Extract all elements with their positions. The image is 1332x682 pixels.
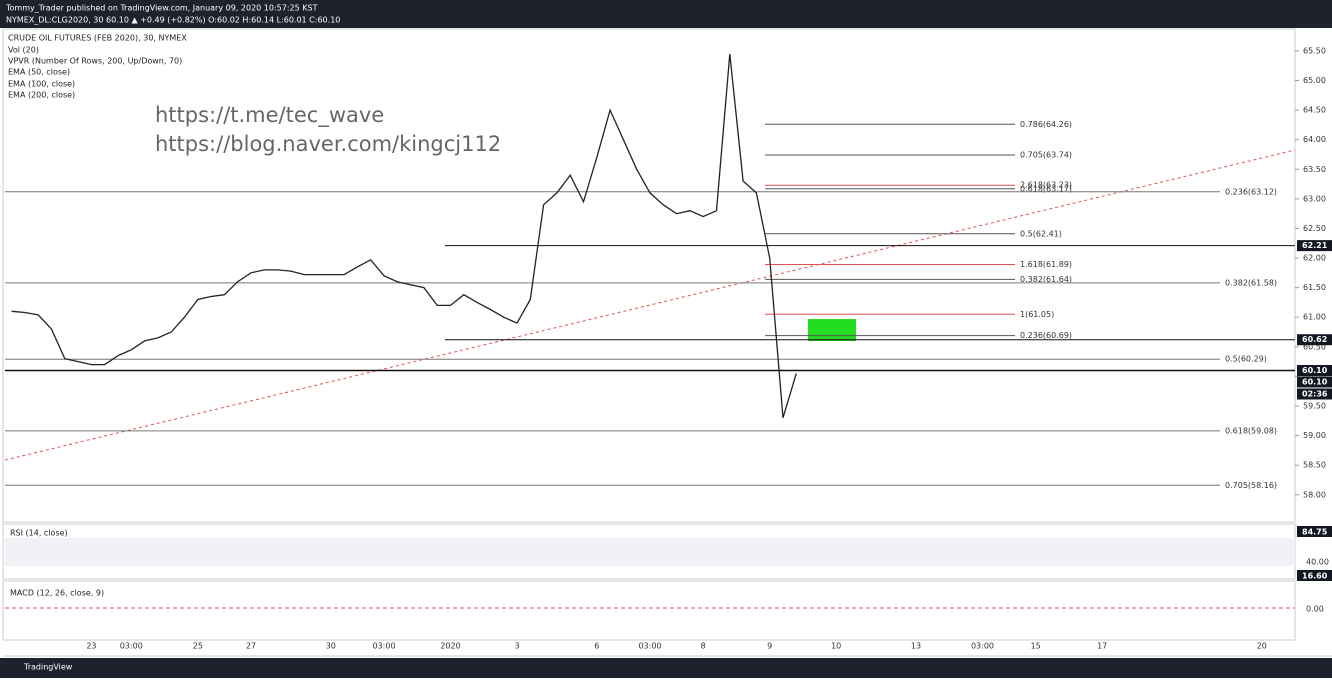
- pane-borders: [2, 28, 1332, 657]
- fib-label: 0.5(62.41): [1020, 229, 1062, 238]
- rsi-badge: [1297, 570, 1332, 581]
- y-tick-label: 64.50: [1303, 106, 1326, 115]
- x-tick-label: 23: [86, 642, 96, 651]
- x-tick-label: 20: [1257, 642, 1267, 651]
- legend-item: Vol (20): [8, 46, 39, 55]
- y-tick-label: 63.50: [1303, 165, 1326, 174]
- price-badge: [1297, 364, 1332, 376]
- x-tick-label: 3: [514, 642, 519, 651]
- y-tick-label: 61.50: [1303, 283, 1326, 292]
- fib-label: 2.618(63.23): [1020, 181, 1072, 190]
- rsi-band: [5, 538, 1295, 566]
- fib-label: 0.786(64.26): [1020, 120, 1072, 129]
- fib-label: 0.236(60.69): [1020, 331, 1072, 340]
- fib-label: 0.705(58.16): [1225, 481, 1277, 490]
- rsi-badge: [1297, 526, 1332, 537]
- x-tick-label: 10: [831, 642, 841, 651]
- legend-item: VPVR (Number Of Rows, 200, Up/Down, 70): [8, 57, 182, 66]
- x-tick-label: 25: [193, 642, 203, 651]
- x-tick-label: 6: [594, 642, 599, 651]
- y-tick-label: 58.00: [1303, 490, 1326, 499]
- legend-item: EMA (200, close): [8, 91, 75, 100]
- fib-label: 0.382(61.64): [1020, 275, 1072, 284]
- x-tick-label: 03:00: [120, 642, 143, 651]
- footer-bar: [0, 658, 1332, 678]
- publisher: Tommy_Trader published on TradingView.co…: [5, 4, 318, 13]
- x-tick-label: 13: [911, 642, 921, 651]
- last-price-label: 60.10: [1302, 377, 1328, 386]
- fib-label: 0.236(63.12): [1225, 187, 1277, 196]
- rsi-tick: 84.75: [1302, 528, 1328, 537]
- price-badge-label: 60.62: [1302, 335, 1327, 344]
- price-badge-label: 60.10: [1302, 366, 1328, 375]
- fib-label: 0.618(63.17): [1020, 184, 1072, 193]
- y-tick-label: 61.00: [1303, 313, 1326, 322]
- x-tick-label: 30: [326, 642, 336, 651]
- y-tick-label: 62.00: [1303, 254, 1326, 263]
- watermark: https://blog.naver.com/kingcj112: [155, 132, 501, 156]
- rsi-title: RSI (14, close): [10, 529, 68, 538]
- price-badge: [1297, 334, 1332, 346]
- y-tick-label: 59.00: [1303, 431, 1326, 440]
- legend-item: EMA (100, close): [8, 80, 75, 89]
- rsi-tick: 16.60: [1302, 572, 1328, 581]
- y-tick-label: 58.50: [1303, 461, 1326, 470]
- watermark: https://t.me/tec_wave: [155, 103, 384, 128]
- fib-label: 1(61.05): [1020, 310, 1054, 319]
- fib-label: 0.618(59.08): [1225, 426, 1277, 435]
- x-tick-label: 8: [701, 642, 706, 651]
- y-tick-label: 65.50: [1303, 46, 1326, 55]
- x-tick-label: 03:00: [638, 642, 661, 651]
- x-tick-label: 2020: [440, 642, 460, 651]
- y-tick-label: 64.00: [1303, 135, 1326, 144]
- macd-tick: 0.00: [1306, 605, 1324, 614]
- target-zone: [808, 319, 856, 341]
- rsi-tick: 40.00: [1306, 558, 1329, 567]
- symbol-line: NYMEX_DL:CLG2020, 30 60.10 ▲ +0.49 (+0.8…: [6, 16, 340, 25]
- fib-label: 0.5(60.29): [1225, 355, 1267, 364]
- x-tick-label: 03:00: [971, 642, 994, 651]
- x-tick-label: 27: [246, 642, 256, 651]
- x-tick-label: 15: [1031, 642, 1041, 651]
- countdown: 02:36: [1302, 389, 1328, 398]
- y-tick-label: 60.00: [1303, 372, 1326, 381]
- price-badge: [1297, 240, 1332, 252]
- y-tick-label: 60.50: [1303, 342, 1326, 351]
- footer-brand: TradingView: [23, 663, 73, 672]
- legend-item: CRUDE OIL FUTURES (FEB 2020), 30, NYMEX: [8, 34, 187, 43]
- countdown-badge: [1297, 388, 1332, 400]
- y-tick-label: 62.50: [1303, 224, 1326, 233]
- header-bar: [0, 0, 1332, 28]
- trendline: [4, 149, 1296, 461]
- y-tick-label: 59.50: [1303, 402, 1326, 411]
- y-tick-label: 63.00: [1303, 194, 1326, 203]
- x-tick-label: 03:00: [372, 642, 395, 651]
- fib-label: 1.618(61.89): [1020, 260, 1072, 269]
- price-line-series: [11, 53, 797, 418]
- x-tick-label: 17: [1097, 642, 1107, 651]
- x-tick-label: 9: [767, 642, 772, 651]
- y-tick-label: 65.00: [1303, 76, 1326, 85]
- macd-title: MACD (12, 26, close, 9): [10, 589, 104, 598]
- fib-label: 0.705(63.74): [1020, 151, 1072, 160]
- fib-label: 0.382(61.58): [1225, 278, 1277, 287]
- price-badge: [1297, 376, 1332, 388]
- legend-item: EMA (50, close): [8, 68, 70, 77]
- price-badge-label: 62.21: [1302, 241, 1328, 250]
